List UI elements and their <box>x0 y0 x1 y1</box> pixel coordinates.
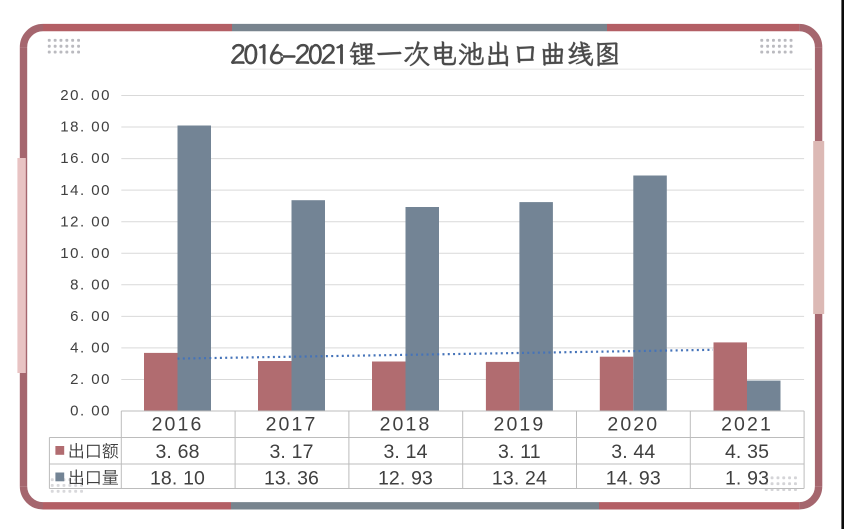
svg-text:18. 10: 18. 10 <box>150 468 205 490</box>
svg-text:2018: 2018 <box>380 414 432 436</box>
svg-text:2021: 2021 <box>721 414 773 436</box>
svg-text:1. 93: 1. 93 <box>725 468 769 490</box>
svg-text:3. 44: 3. 44 <box>611 441 655 463</box>
svg-text:0. 00: 0. 00 <box>70 403 111 420</box>
svg-text:16. 00: 16. 00 <box>60 150 111 167</box>
svg-text:12. 93: 12. 93 <box>378 468 433 490</box>
svg-text:2019: 2019 <box>494 414 546 436</box>
svg-text:13. 24: 13. 24 <box>492 468 547 490</box>
svg-text:3. 14: 3. 14 <box>383 441 427 463</box>
svg-text:10. 00: 10. 00 <box>60 245 111 262</box>
svg-text:2017: 2017 <box>266 414 318 436</box>
svg-text:20. 00: 20. 00 <box>60 87 111 104</box>
svg-text:2020: 2020 <box>607 414 659 436</box>
svg-text:2016: 2016 <box>152 414 204 436</box>
svg-text:4. 00: 4. 00 <box>70 340 111 357</box>
svg-text:14. 00: 14. 00 <box>60 182 111 199</box>
svg-text:8. 00: 8. 00 <box>70 276 111 293</box>
svg-text:3. 11: 3. 11 <box>498 441 541 463</box>
svg-text:14. 93: 14. 93 <box>606 468 661 490</box>
svg-text:6. 00: 6. 00 <box>70 308 111 325</box>
svg-text:4. 35: 4. 35 <box>725 441 769 463</box>
svg-text:12. 00: 12. 00 <box>60 213 111 230</box>
svg-text:18. 00: 18. 00 <box>60 119 111 136</box>
svg-text:3. 17: 3. 17 <box>269 441 313 463</box>
svg-text:13. 36: 13. 36 <box>264 468 319 490</box>
svg-text:3. 68: 3. 68 <box>155 441 199 463</box>
svg-text:2. 00: 2. 00 <box>70 371 111 388</box>
